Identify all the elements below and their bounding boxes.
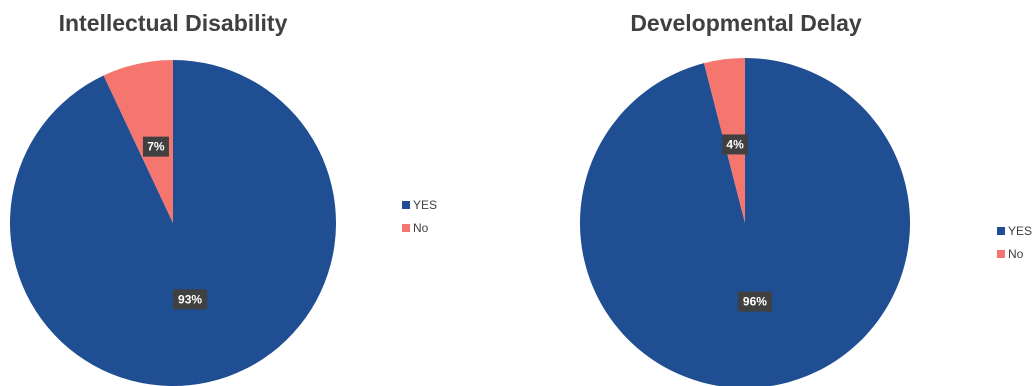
legend-swatch-yes [402,200,410,209]
legend: YES No [997,221,1032,267]
data-label-box [173,289,208,310]
chart-developmental-delay: Developmental Delay 96% 4% YES No [516,0,1033,386]
data-label-box [722,134,749,155]
data-label-text: 7% [147,140,165,154]
legend: YES No [402,195,437,241]
data-label-text: 96% [743,295,767,309]
chart-intellectual-disability: Intellectual Disability 93% 7% YES No [0,0,516,386]
legend-item-no: No [402,218,437,237]
legend-swatch-yes [997,226,1005,235]
pie-slice-no [103,60,173,223]
chart-title: Intellectual Disability [58,10,288,36]
legend-label-yes: YES [1008,223,1033,238]
legend-swatch-no [997,249,1005,258]
data-label-no: 7% [142,136,169,157]
pie-svg: 93% 7% [9,60,337,386]
data-label-box [737,291,772,312]
data-label-yes: 93% [173,289,208,310]
legend-item-yes: YES [997,221,1032,240]
legend-item-no: No [997,244,1032,263]
legend-label-no: No [413,220,429,235]
legend-label-yes: YES [413,197,438,212]
data-label-yes: 96% [737,291,772,312]
legend-swatch-no [402,223,410,232]
legend-item-yes: YES [402,195,437,214]
data-label-box [142,136,169,157]
chart-title: Developmental Delay [630,10,862,36]
pie-slice-yes [580,58,910,386]
legend-label-no: No [1008,246,1024,261]
data-label-text: 93% [178,292,202,306]
data-label-text: 4% [726,137,744,151]
data-label-no: 4% [722,134,749,155]
pie-svg: 96% 4% [580,58,910,386]
